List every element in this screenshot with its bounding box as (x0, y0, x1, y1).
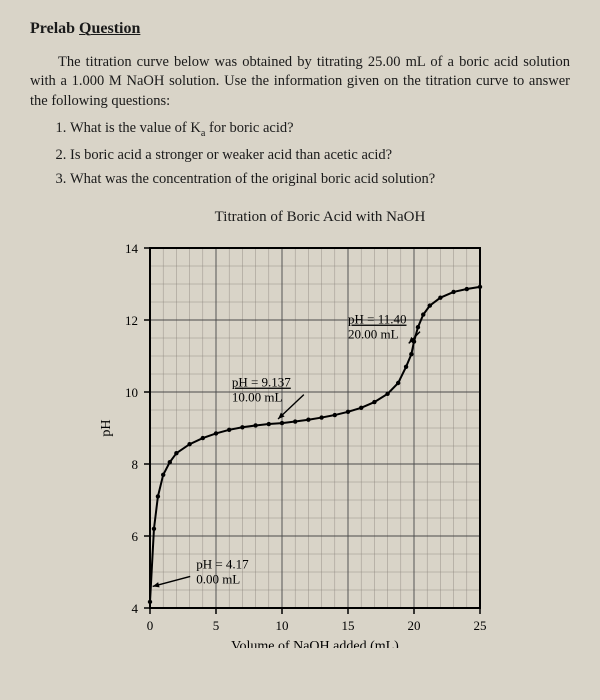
svg-text:15: 15 (342, 618, 355, 633)
svg-text:Volume of NaOH added (mL): Volume of NaOH added (mL) (231, 639, 399, 648)
svg-text:6: 6 (132, 529, 139, 544)
svg-text:10: 10 (125, 385, 138, 400)
svg-text:5: 5 (213, 618, 220, 633)
svg-text:pH = 9.137: pH = 9.137 (232, 374, 291, 389)
svg-text:14: 14 (125, 241, 139, 256)
question-1: What is the value of Ka for boric acid? (70, 117, 570, 142)
titration-chart: 0 5 10 15 20 25 4 6 8 10 12 14 Volume of NaOH added … (90, 228, 510, 648)
intro-paragraph: The titration curve below was obtained b… (30, 53, 570, 112)
svg-text:0: 0 (147, 618, 154, 633)
question-3: What was the concentration of the origin… (70, 168, 570, 190)
svg-text:12: 12 (125, 313, 138, 328)
svg-text:10.00 mL: 10.00 mL (232, 389, 283, 404)
svg-text:25: 25 (474, 618, 487, 633)
svg-text:0.00 mL: 0.00 mL (196, 571, 240, 586)
heading-underlined: Question (79, 20, 140, 37)
chart-title: Titration of Boric Acid with NaOH (70, 209, 570, 226)
svg-text:20.00 mL: 20.00 mL (348, 326, 399, 341)
svg-text:20: 20 (408, 618, 421, 633)
chart-container: Titration of Boric Acid with NaOH 0 5 10 15… (30, 209, 570, 653)
question-2: Is boric acid a stronger or weaker acid … (70, 144, 570, 166)
svg-text:8: 8 (132, 457, 139, 472)
svg-text:4: 4 (132, 601, 139, 616)
svg-text:pH = 4.17: pH = 4.17 (196, 556, 249, 571)
svg-text:pH: pH (99, 419, 114, 436)
question-list: What is the value of Ka for boric acid? … (70, 117, 570, 191)
section-heading: Prelab Question (30, 20, 570, 38)
svg-text:10: 10 (276, 618, 289, 633)
svg-text:pH = 11.40: pH = 11.40 (348, 311, 407, 326)
heading-prefix: Prelab (30, 20, 75, 37)
